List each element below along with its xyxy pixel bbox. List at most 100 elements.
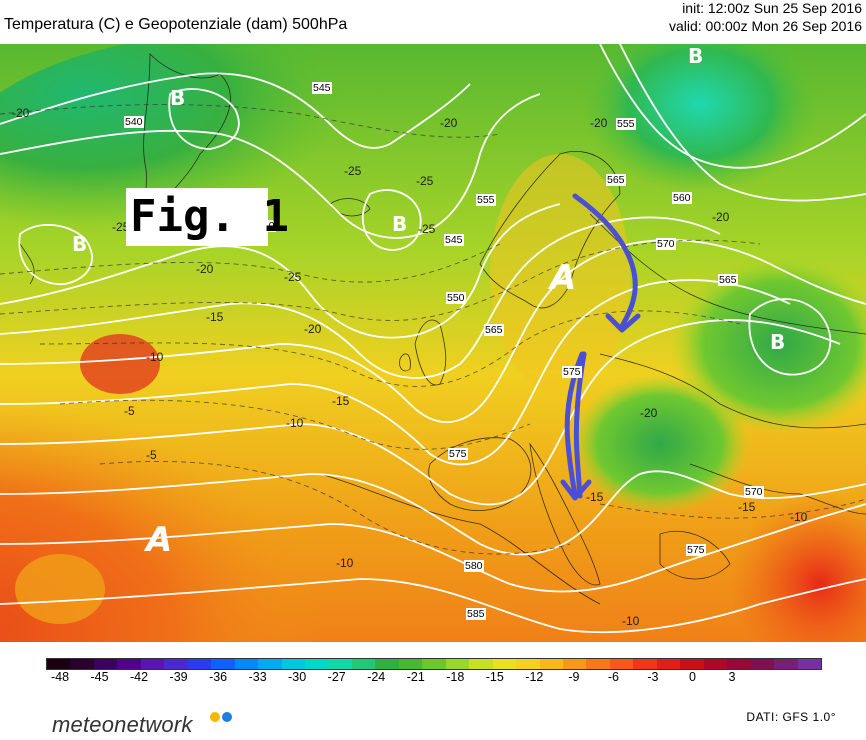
- colorbar-tick-label: -39: [169, 670, 188, 684]
- logo-dots-icon: [210, 712, 236, 726]
- colorbar-segment: [492, 659, 517, 669]
- colorbar-segment: [93, 659, 118, 669]
- colorbar-segment: [727, 659, 751, 669]
- colorbar-segment: [797, 659, 821, 669]
- colorbar-segment: [304, 659, 329, 669]
- colorbar-tick-label: -30: [288, 670, 307, 684]
- temperature-label: -10: [790, 510, 808, 524]
- temperature-label: -15: [332, 394, 350, 408]
- temperature-isolines: [0, 104, 866, 555]
- geopotential-label: 570: [744, 486, 764, 498]
- colorbar-segment: [375, 659, 399, 669]
- logo-dot-blue: [222, 712, 232, 722]
- temperature-label: -20: [12, 106, 30, 120]
- geopotential-label: 575: [562, 366, 582, 378]
- valid-time: valid: 00:00z Mon 26 Sep 2016: [668, 18, 862, 34]
- colorbar-segment: [750, 659, 775, 669]
- colorbar-segment: [211, 659, 235, 669]
- colorbar-segment: [703, 659, 728, 669]
- temperature-label: -20: [304, 322, 322, 336]
- colorbar-tick-label: -42: [130, 670, 149, 684]
- colorbar-segment: [445, 659, 470, 669]
- temperature-label: -5: [146, 448, 157, 462]
- temperature-label: -25: [416, 174, 434, 188]
- temperature-label: -15: [586, 490, 604, 504]
- colorbar-segment: [398, 659, 423, 669]
- geopotential-label: 540: [124, 116, 144, 128]
- meteonetwork-logo: meteonetwork: [52, 712, 193, 737]
- colorbar-tick-label: -15: [485, 670, 504, 684]
- geopotential-label: 575: [686, 544, 706, 556]
- chart-title: Temperatura (C) e Geopotenziale (dam) 50…: [4, 16, 348, 33]
- colorbar-segment: [47, 659, 71, 669]
- colorbar-segment: [422, 659, 446, 669]
- high-pressure-label: A: [550, 258, 577, 298]
- low-pressure-label: B: [170, 86, 186, 110]
- colorbar-ticks: -48 -45 -42 -39 -36 -33 -30 -27 -24 -21 -18 -15 -12-…: [46, 670, 820, 686]
- temperature-label: -10: [622, 614, 640, 628]
- colorbar-segment: [234, 659, 259, 669]
- colorbar-tick-label: 3: [728, 670, 736, 684]
- colorbar-segment: [140, 659, 165, 669]
- figure-label: Fig. 1: [130, 191, 289, 242]
- temperature-label: -20: [440, 116, 458, 130]
- geopotential-label: 565: [718, 274, 738, 286]
- temperature-label: -20: [640, 406, 658, 420]
- colorbar-tick-label: -33: [248, 670, 267, 684]
- colorbar-segment: [586, 659, 610, 669]
- temperature-label: -25: [112, 220, 130, 234]
- temperature-label: -25: [344, 164, 362, 178]
- geopotential-label: 570: [656, 238, 676, 250]
- colorbar-segment: [680, 659, 704, 669]
- low-pressure-label: B: [72, 232, 88, 256]
- temperature-label: -25: [284, 270, 302, 284]
- colorbar-tick-label: 0: [688, 670, 696, 684]
- geopotential-label: 575: [448, 448, 468, 460]
- geopotential-label: 550: [446, 292, 466, 304]
- geopotential-isolines: [0, 44, 866, 634]
- colorbar-tick-label: -48: [50, 670, 70, 684]
- geopotential-label: 565: [484, 324, 504, 336]
- colorbar-tick-label: -6: [607, 670, 619, 684]
- temperature-label: -10: [336, 556, 354, 570]
- geopotential-label: 560: [672, 192, 692, 204]
- weather-map: B B B B B A A 545 540 540 545 550 555 55…: [0, 44, 866, 642]
- colorbar-tick-label: -12: [525, 670, 544, 684]
- geopotential-label: 555: [616, 118, 636, 130]
- fig-arrows: [560, 193, 641, 501]
- colorbar-tick-label: -18: [446, 670, 465, 684]
- colorbar-tick-label: -9: [568, 670, 580, 684]
- colorbar-segment: [774, 659, 798, 669]
- geopotential-label: 545: [444, 234, 464, 246]
- colorbar-tick-label: -21: [406, 670, 425, 684]
- logo-dot-yellow: [210, 712, 220, 722]
- temperature-label: -20: [590, 116, 608, 130]
- colorbar-segment: [281, 659, 305, 669]
- chart-header: Temperatura (C) e Geopotenziale (dam) 50…: [0, 0, 866, 44]
- temperature-label: -10: [146, 350, 164, 364]
- temperature-label: -15: [738, 500, 756, 514]
- colorbar-tick-label: -27: [327, 670, 346, 684]
- data-source: DATI: GFS 1.0°: [746, 710, 836, 724]
- colorbar-tick-label: -24: [367, 670, 386, 684]
- colorbar-tick-label: -3: [647, 670, 659, 684]
- colorbar-segment: [187, 659, 212, 669]
- geopotential-label: 545: [312, 82, 332, 94]
- colorbar-segment: [609, 659, 634, 669]
- temperature-label: -10: [286, 416, 304, 430]
- geopotential-label: 585: [466, 608, 486, 620]
- colorbar-segment: [328, 659, 352, 669]
- figure-label-box: [126, 188, 268, 246]
- low-pressure-label: B: [770, 330, 786, 354]
- colorbar-segment: [516, 659, 540, 669]
- colorbar-segment: [539, 659, 563, 669]
- temperature-label: -25: [418, 222, 436, 236]
- colorbar-segment: [70, 659, 94, 669]
- colorbar-segment: [469, 659, 493, 669]
- temperature-label: -5: [124, 404, 135, 418]
- colorbar-segment: [562, 659, 587, 669]
- colorbar-segment: [117, 659, 141, 669]
- geopotential-label: 555: [476, 194, 496, 206]
- colorbar-segment: [258, 659, 282, 669]
- init-time: init: 12:00z Sun 25 Sep 2016: [682, 0, 862, 16]
